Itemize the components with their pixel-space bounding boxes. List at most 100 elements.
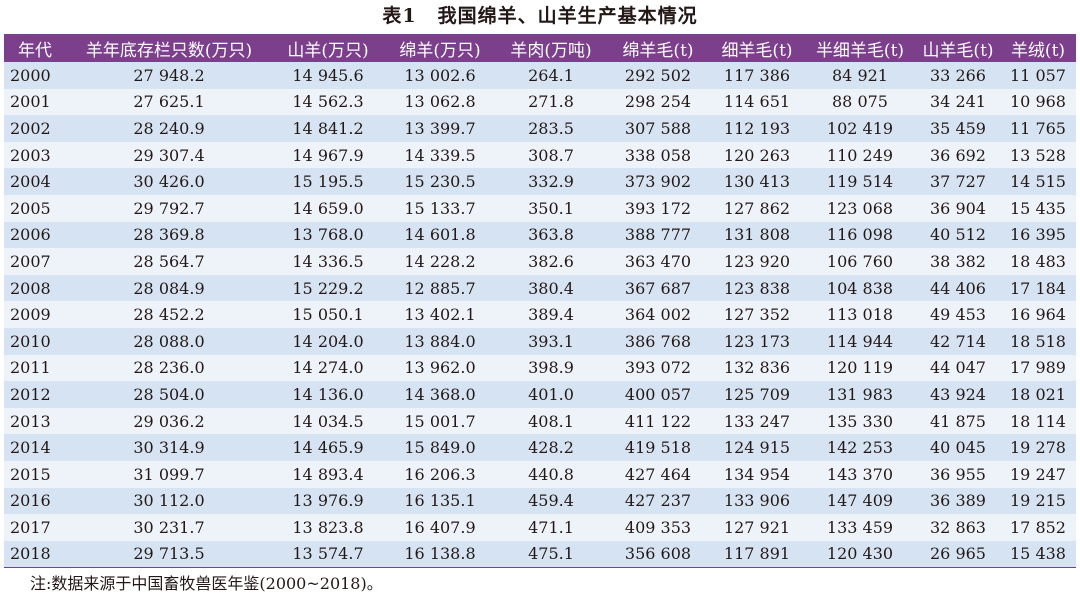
value-cell: 18 021 (1010, 384, 1066, 404)
value-cell: 307 588 (624, 118, 692, 138)
table-row: 2017 30 231.7 13 823.8 16 407.9 471.1 409 353… (4, 514, 1076, 541)
header-year: 年代 (18, 40, 52, 61)
value-cell: 28 504.0 (133, 384, 205, 404)
value-cell: 117 891 (723, 544, 791, 564)
table-row: 2007 28 564.7 14 336.5 14 228.2 382.6 363 470… (4, 248, 1076, 275)
value-cell: 143 370 (826, 464, 894, 484)
value-cell: 36 389 (930, 491, 986, 511)
value-cell: 13 528 (1010, 145, 1066, 165)
table-row: 2012 28 504.0 14 136.0 14 368.0 401.0 400 057… (4, 381, 1076, 408)
table-body: 2000 27 948.2 14 945.6 13 002.6 264.1 292 502… (4, 62, 1076, 568)
value-cell: 14 841.2 (292, 118, 364, 138)
value-cell: 127 862 (723, 198, 791, 218)
value-cell: 298 254 (624, 92, 692, 112)
value-cell: 49 453 (930, 305, 986, 325)
value-cell: 28 084.9 (133, 278, 205, 298)
value-cell: 28 236.0 (133, 358, 205, 378)
value-cell: 427 237 (624, 491, 692, 511)
value-cell: 308.7 (528, 145, 574, 165)
value-cell: 131 808 (723, 225, 791, 245)
value-cell: 363 470 (624, 251, 692, 271)
value-cell: 382.6 (528, 251, 574, 271)
value-cell: 13 962.0 (404, 358, 476, 378)
value-cell: 19 247 (1010, 464, 1066, 484)
value-cell: 386 768 (624, 331, 692, 351)
value-cell: 123 068 (826, 198, 894, 218)
value-cell: 16 206.3 (404, 464, 476, 484)
table-row: 2006 28 369.8 13 768.0 14 601.8 363.8 388 777… (4, 221, 1076, 249)
value-cell: 14 368.0 (404, 384, 476, 404)
value-cell: 130 413 (723, 172, 791, 192)
value-cell: 29 792.7 (133, 198, 205, 218)
year-cell: 2002 (10, 118, 51, 138)
value-cell: 28 240.9 (133, 118, 205, 138)
value-cell: 119 514 (826, 172, 894, 192)
header-goats: 山羊(万只) (287, 40, 369, 61)
table-row: 2004 30 426.0 15 195.5 15 230.5 332.9 373 902… (4, 168, 1076, 195)
year-cell: 2012 (10, 384, 51, 404)
value-cell: 400 057 (624, 384, 692, 404)
value-cell: 43 924 (930, 384, 986, 404)
value-cell: 31 099.7 (133, 464, 205, 484)
value-cell: 393.1 (528, 331, 574, 351)
value-cell: 283.5 (528, 118, 574, 138)
value-cell: 16 138.8 (404, 544, 476, 564)
value-cell: 40 512 (930, 225, 986, 245)
table-row: 2016 30 112.0 13 976.9 16 135.1 459.4 427 237… (4, 487, 1076, 515)
table-row: 2009 28 452.2 15 050.1 13 402.1 389.4 364 002… (4, 301, 1076, 328)
table-row: 2010 28 088.0 14 204.0 13 884.0 393.1 386 768… (4, 327, 1076, 355)
value-cell: 29 036.2 (133, 411, 205, 431)
value-cell: 14 136.0 (292, 384, 364, 404)
value-cell: 17 852 (1010, 517, 1066, 537)
year-cell: 2014 (10, 438, 51, 458)
year-cell: 2009 (10, 305, 51, 325)
header-sheep: 绵羊(万只) (399, 40, 481, 61)
value-cell: 14 274.0 (292, 358, 364, 378)
value-cell: 112 193 (723, 118, 791, 138)
value-cell: 18 518 (1010, 331, 1066, 351)
value-cell: 459.4 (528, 491, 574, 511)
value-cell: 428.2 (528, 438, 574, 458)
year-cell: 2017 (10, 517, 51, 537)
value-cell: 14 893.4 (292, 464, 364, 484)
value-cell: 16 395 (1010, 225, 1066, 245)
value-cell: 142 253 (826, 438, 894, 458)
table-row: 2001 27 625.1 14 562.3 13 062.8 271.8 298 254… (4, 88, 1076, 116)
value-cell: 84 921 (832, 65, 888, 85)
value-cell: 13 399.7 (404, 118, 476, 138)
value-cell: 364 002 (624, 305, 692, 325)
table-number: 表1 (382, 5, 417, 27)
table-row: 2000 27 948.2 14 945.6 13 002.6 264.1 292 502… (4, 62, 1076, 89)
value-cell: 28 369.8 (133, 225, 205, 245)
header-mutton: 羊肉(万吨) (510, 40, 592, 61)
value-cell: 18 114 (1010, 411, 1066, 431)
value-cell: 35 459 (930, 118, 986, 138)
value-cell: 332.9 (528, 172, 574, 192)
value-cell: 120 430 (826, 544, 894, 564)
value-cell: 131 983 (826, 384, 894, 404)
value-cell: 30 426.0 (133, 172, 205, 192)
value-cell: 13 884.0 (404, 331, 476, 351)
value-cell: 13 823.8 (292, 517, 364, 537)
value-cell: 114 651 (723, 92, 791, 112)
value-cell: 28 564.7 (133, 251, 205, 271)
value-cell: 120 263 (723, 145, 791, 165)
value-cell: 14 659.0 (292, 198, 364, 218)
value-cell: 408.1 (528, 411, 574, 431)
value-cell: 26 965 (930, 544, 986, 564)
value-cell: 30 231.7 (133, 517, 205, 537)
value-cell: 40 045 (930, 438, 986, 458)
value-cell: 15 001.7 (404, 411, 476, 431)
value-cell: 36 955 (930, 464, 986, 484)
value-cell: 15 230.5 (404, 172, 476, 192)
value-cell: 14 465.9 (292, 438, 364, 458)
value-cell: 380.4 (528, 278, 574, 298)
value-cell: 14 204.0 (292, 331, 364, 351)
value-cell: 440.8 (528, 464, 574, 484)
value-cell: 123 173 (723, 331, 791, 351)
table-row: 2005 29 792.7 14 659.0 15 133.7 350.1 393 172… (4, 194, 1076, 222)
value-cell: 356 608 (624, 544, 692, 564)
table-row: 2002 28 240.9 14 841.2 13 399.7 283.5 307 588… (4, 115, 1076, 142)
value-cell: 350.1 (528, 198, 574, 218)
value-cell: 264.1 (528, 65, 574, 85)
